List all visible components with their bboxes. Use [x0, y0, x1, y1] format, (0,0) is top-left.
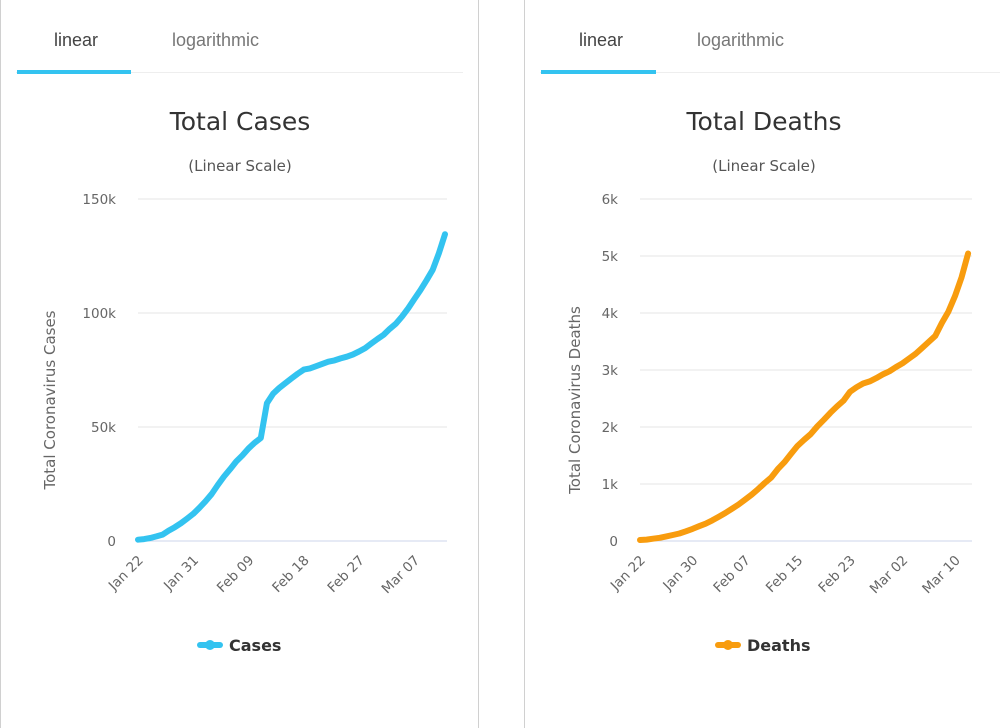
y-tick-label: 5k [602, 249, 619, 265]
x-tick-label: Jan 30 [659, 553, 701, 595]
y-tick-label: 50k [91, 420, 116, 436]
tab-linear[interactable]: linear [579, 30, 624, 50]
series-line-deaths [637, 250, 972, 543]
y-axis-label: Total Coronavirus Deaths [566, 306, 584, 495]
y-tick-label: 0 [609, 534, 618, 550]
x-tick-label: Feb 09 [214, 553, 257, 596]
x-tick-label: Feb 23 [815, 553, 858, 596]
x-tick-label: Jan 31 [160, 553, 202, 595]
deaths-panel: linear logarithmic [524, 0, 1000, 728]
active-tab-indicator [17, 70, 131, 74]
chart-title: Total Cases [169, 107, 311, 136]
x-tick-label: Jan 22 [607, 553, 649, 595]
y-tick-label: 0 [107, 534, 116, 550]
x-tick-label: Mar 10 [919, 553, 964, 598]
x-tick-label: Jan 22 [105, 553, 147, 595]
y-tick-label: 6k [602, 192, 619, 208]
legend-label: Deaths [747, 636, 811, 655]
y-tick-label: 2k [602, 420, 619, 436]
x-tick-label: Feb 15 [763, 553, 806, 596]
x-tick-label: Feb 07 [710, 553, 753, 596]
y-tick-label: 1k [602, 477, 619, 493]
y-tick-label: 3k [602, 363, 619, 379]
tab-logarithmic[interactable]: logarithmic [172, 30, 260, 50]
cases-panel: linear logarithmic [0, 0, 479, 728]
tab-linear[interactable]: linear [54, 30, 99, 50]
active-tab-indicator [541, 70, 656, 74]
x-tick-label: Feb 18 [269, 553, 312, 596]
scale-tabs: linear logarithmic [16, 0, 463, 73]
x-tick-label: Mar 02 [867, 553, 912, 598]
legend-marker [205, 640, 215, 650]
scale-tabs: linear logarithmic [540, 0, 1000, 73]
chart-title: Total Deaths [686, 107, 842, 136]
legend-marker [723, 640, 733, 650]
chart-subtitle: (Linear Scale) [188, 157, 291, 175]
series-line-cases [135, 231, 448, 543]
y-axis-label: Total Coronavirus Cases [41, 310, 59, 490]
legend-label: Cases [229, 636, 281, 655]
y-tick-label: 150k [82, 192, 116, 208]
x-tick-label: Mar 07 [379, 553, 424, 598]
tab-logarithmic[interactable]: logarithmic [697, 30, 785, 50]
chart-subtitle: (Linear Scale) [712, 157, 815, 175]
x-tick-label: Feb 27 [324, 553, 367, 596]
y-tick-label: 100k [82, 306, 116, 322]
y-tick-label: 4k [602, 306, 619, 322]
